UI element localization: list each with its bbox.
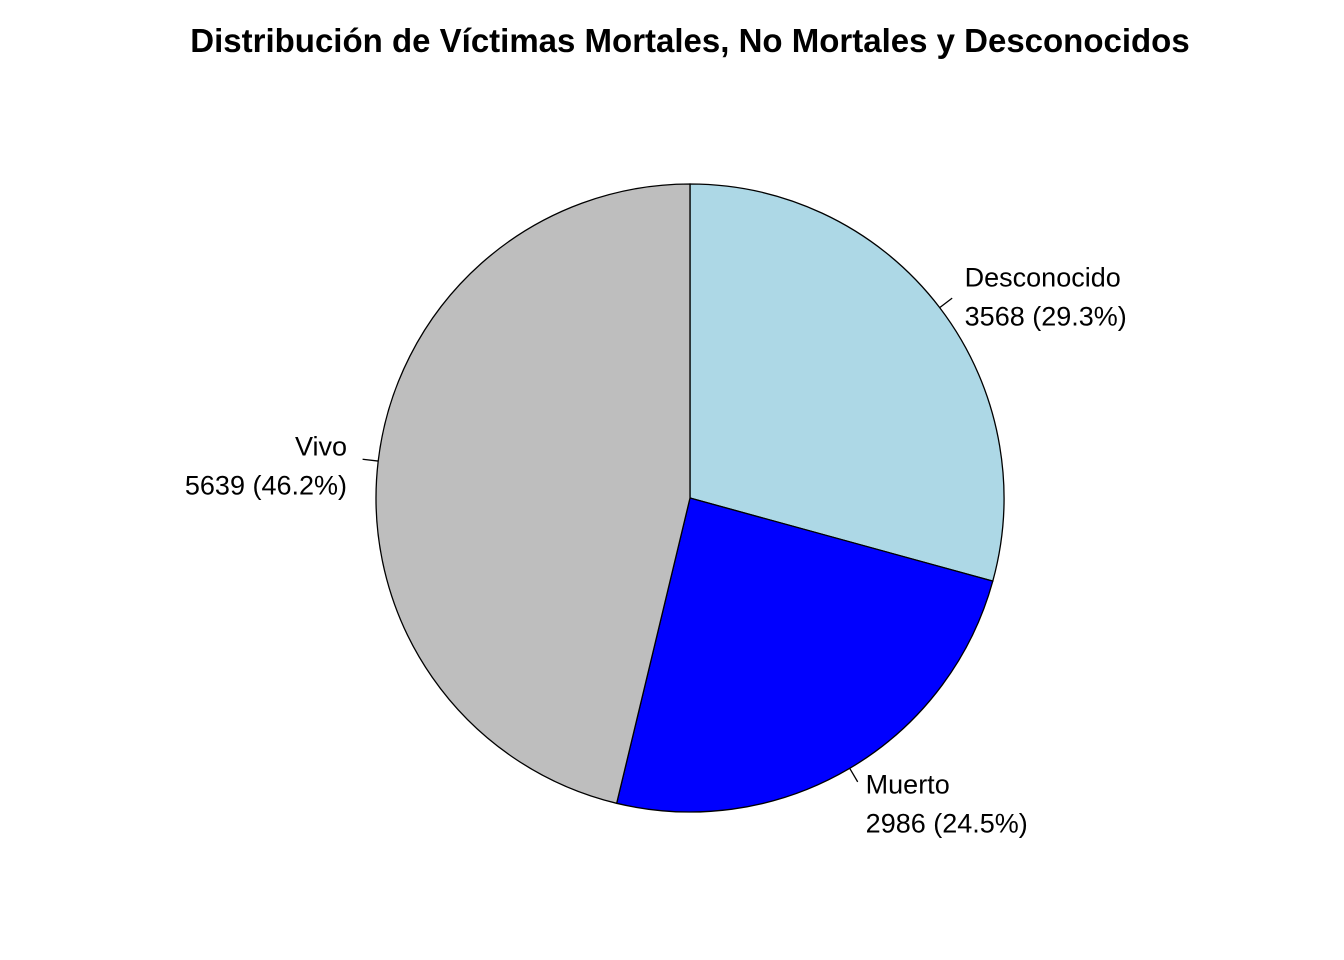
slice-label-desconocido: Desconocido [965, 263, 1121, 293]
pie-slice-muerto [615, 497, 994, 813]
slice-value-label-desconocido: 3568 (29.3%) [965, 302, 1127, 332]
slice-value-label-vivo: 5639 (46.2%) [185, 470, 347, 500]
pie-slices [375, 183, 1005, 813]
pie-slice-desconocido [689, 183, 1005, 582]
pie-labels: Desconocido 3568 (29.3%) Muerto 2986 (24.5%… [185, 263, 1127, 839]
pie-slice-vivo [375, 183, 691, 805]
slice-label-vivo: Vivo [295, 431, 347, 461]
slice-label-muerto: Muerto [866, 769, 950, 799]
label-tick-desconocido [939, 297, 953, 309]
label-tick-vivo [362, 458, 379, 462]
slice-value-label-muerto: 2986 (24.5%) [866, 808, 1028, 838]
label-tick-muerto [849, 768, 859, 783]
chart-title: Distribución de Víctimas Mortales, No Mo… [190, 22, 1189, 59]
